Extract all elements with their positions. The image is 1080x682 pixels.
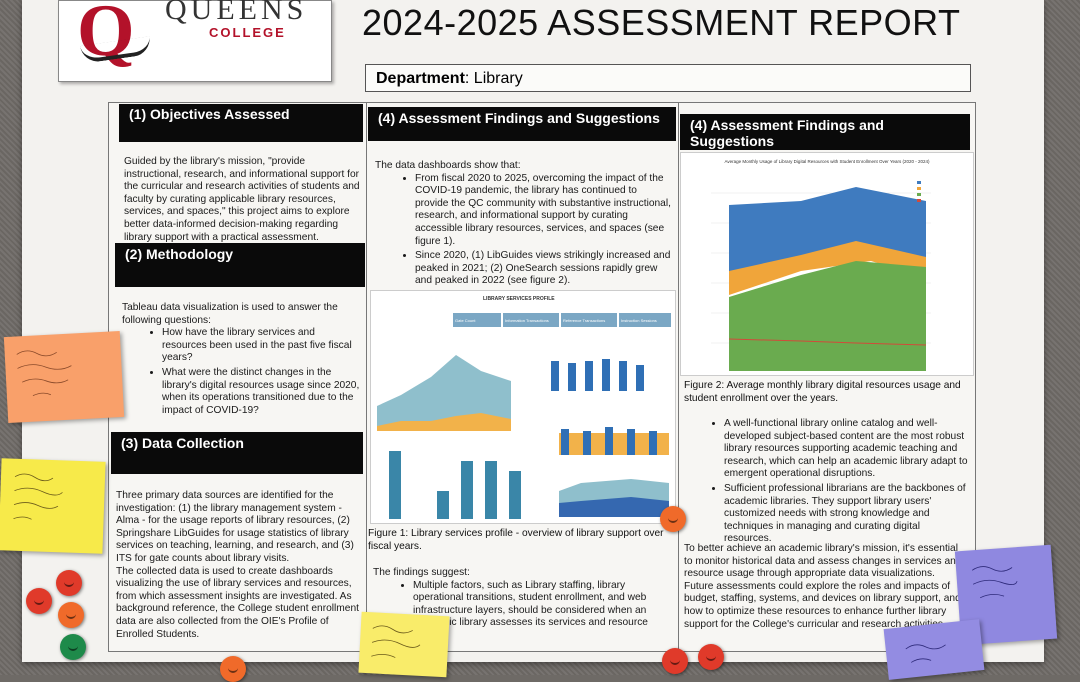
handwriting-scribble bbox=[971, 566, 1018, 599]
dashboards-text: The collected data is used to create das… bbox=[116, 565, 359, 640]
question-1: How have the library services and resour… bbox=[162, 327, 360, 365]
data-collection-text: Three primary data sources are identifie… bbox=[116, 490, 360, 641]
finding-1: From fiscal 2020 to 2025, overcoming the… bbox=[415, 173, 671, 249]
handwriting-scribble bbox=[13, 473, 63, 520]
findings-heading-1: (4) Assessment Findings and Suggestions bbox=[368, 107, 676, 141]
kpi-label: Information Transactions bbox=[505, 318, 549, 323]
dashboard-title: LIBRARY SERVICES PROFILE bbox=[483, 296, 555, 302]
handwriting-scribble bbox=[905, 644, 946, 663]
kpi-label: Instruction Sessions bbox=[621, 318, 657, 323]
instruction-bar-chart bbox=[551, 359, 644, 391]
kpi-instruction-sessions bbox=[619, 313, 671, 327]
smiley-sticker-orange bbox=[660, 506, 686, 532]
page-title: 2024-2025 ASSESSMENT REPORT bbox=[362, 2, 961, 43]
conclusion-2: Sufficient professional librarians are t… bbox=[724, 483, 968, 546]
library-visits-bar-chart bbox=[389, 451, 521, 519]
data-sources-text: Three primary data sources are identifie… bbox=[116, 490, 354, 564]
findings-heading-2: (4) Assessment Findings and Suggestions bbox=[680, 114, 970, 150]
kpi-label: Gate Count bbox=[455, 318, 476, 323]
digital-resources-chart: Average Monthly Usage of Library Digital… bbox=[680, 152, 974, 376]
dashboard-graphic: LIBRARY SERVICES PROFILE Gate bbox=[377, 296, 671, 519]
chart-2-title: Average Monthly Usage of Library Digital… bbox=[724, 159, 930, 164]
onesearch-usage-chart bbox=[559, 479, 669, 517]
kpi-gate-count bbox=[453, 313, 501, 327]
logo-name: QUEENS bbox=[165, 0, 308, 26]
findings-bullets-1: From fiscal 2020 to 2025, overcoming the… bbox=[375, 173, 671, 288]
methodology-heading: (2) Methodology bbox=[115, 243, 365, 287]
interlibrary-loan-chart bbox=[559, 427, 669, 455]
circulation-area-chart bbox=[377, 355, 511, 431]
conclusion-bullets: A well-functional library online catalog… bbox=[684, 418, 968, 546]
smiley-sticker-green bbox=[60, 634, 86, 660]
findings-text-1: The data dashboards show that: From fisc… bbox=[375, 160, 671, 290]
methodology-questions: How have the library services and resour… bbox=[122, 327, 360, 417]
circulation-area-blue bbox=[377, 355, 511, 431]
enrollment-line bbox=[728, 338, 927, 346]
onesearch-area-blue bbox=[559, 497, 669, 517]
logo-q: Q bbox=[77, 0, 135, 72]
closing-paragraph: To better achieve an academic library's … bbox=[684, 543, 962, 630]
library-services-dashboard: LIBRARY SERVICES PROFILE Gate bbox=[370, 290, 676, 524]
department-box: Department: Library bbox=[365, 64, 971, 92]
queens-college-logo: Q QUEENS COLLEGE bbox=[58, 0, 332, 82]
smiley-sticker-orange bbox=[220, 656, 246, 682]
data-collection-heading: (3) Data Collection bbox=[111, 432, 363, 474]
conclusion-1: A well-functional library online catalog… bbox=[724, 418, 968, 481]
chart-2-legend bbox=[917, 181, 921, 202]
findings-suggest-intro: The findings suggest: bbox=[373, 567, 470, 578]
question-2: What were the distinct changes in the li… bbox=[162, 367, 360, 417]
smiley-sticker-red bbox=[698, 644, 724, 670]
methodology-text: Tableau data visualization is used to an… bbox=[122, 302, 360, 419]
department-value: Library bbox=[473, 70, 523, 87]
sticky-note-purple-right bbox=[954, 544, 1058, 646]
finding-2: Since 2020, (1) LibGuides views striking… bbox=[415, 250, 671, 288]
area-orange-series bbox=[729, 241, 926, 295]
figure-1-caption: Figure 1: Library services profile - ove… bbox=[368, 528, 664, 552]
conclusions-text: A well-functional library online catalog… bbox=[684, 418, 968, 548]
sticky-note-yellow-bottom bbox=[358, 611, 450, 678]
finding-3: Multiple factors, such as Library staffi… bbox=[413, 580, 673, 643]
objectives-text: Guided by the library's mission, "provid… bbox=[124, 156, 360, 243]
sticky-note-orange bbox=[3, 331, 125, 423]
smiley-sticker-red bbox=[56, 570, 82, 596]
smiley-sticker-orange bbox=[58, 602, 84, 628]
kpi-label: Reference Transactions bbox=[563, 318, 605, 323]
sticky-note-yellow-left bbox=[0, 458, 106, 554]
smiley-sticker-red bbox=[26, 588, 52, 614]
kpi-information-transactions bbox=[503, 313, 559, 327]
handwriting-scribble bbox=[371, 625, 421, 658]
department-label: Department bbox=[376, 70, 465, 87]
circulation-area-orange bbox=[377, 413, 511, 431]
smiley-sticker-red bbox=[662, 648, 688, 674]
sticky-note-purple-bottom bbox=[883, 619, 985, 680]
handwriting-scribble bbox=[16, 350, 72, 397]
digital-resources-graphic: Average Monthly Usage of Library Digital… bbox=[711, 159, 931, 371]
logo-sub: COLLEGE bbox=[209, 25, 286, 40]
methodology-intro: Tableau data visualization is used to an… bbox=[122, 302, 338, 326]
dashboards-intro: The data dashboards show that: bbox=[375, 160, 521, 171]
objectives-heading: (1) Objectives Assessed bbox=[119, 104, 363, 142]
figure-2-caption: Figure 2: Average monthly library digita… bbox=[684, 380, 961, 404]
kpi-reference-transactions bbox=[561, 313, 617, 327]
